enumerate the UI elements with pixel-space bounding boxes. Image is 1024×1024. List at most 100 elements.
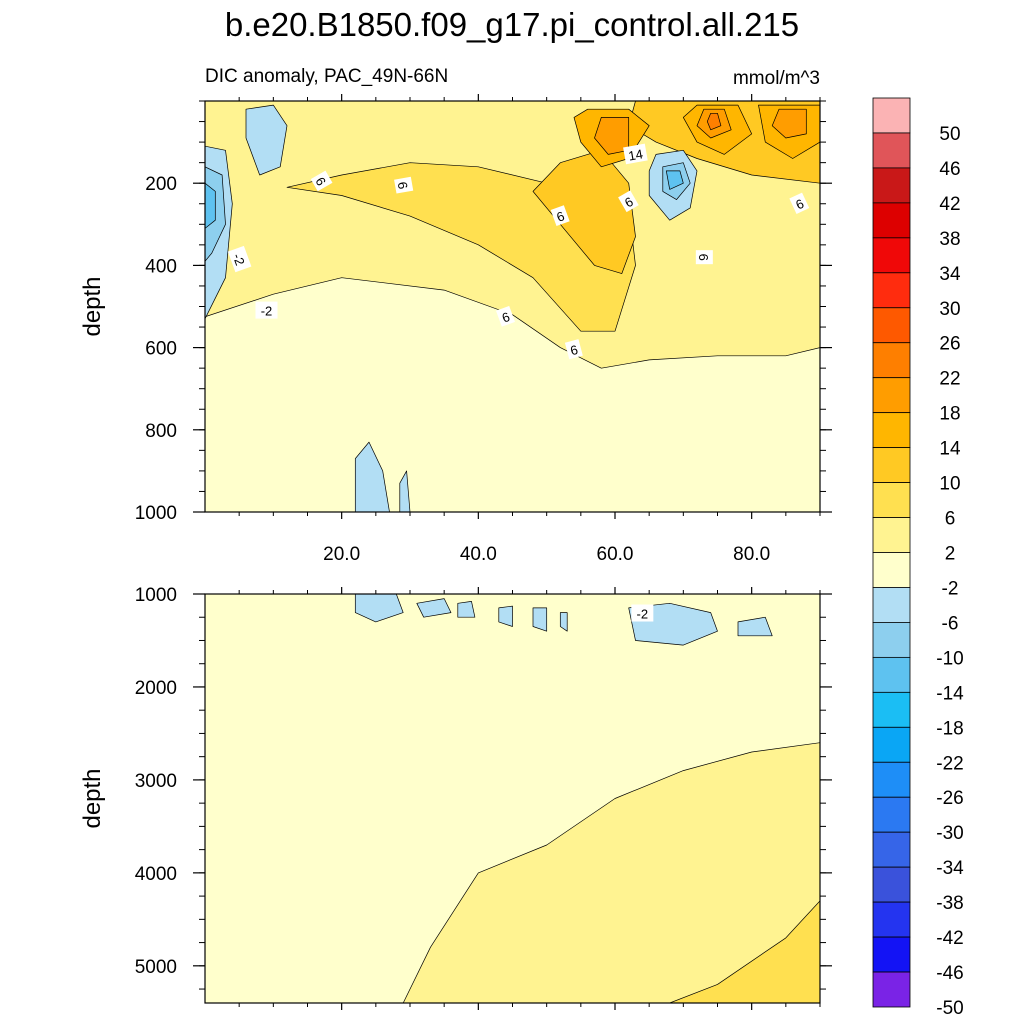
colorbar-label: -18 — [936, 718, 963, 739]
contour-label: -2 — [631, 604, 654, 622]
contour-region — [532, 149, 636, 274]
colorbar-swatch — [872, 272, 911, 309]
svg-text:6: 6 — [500, 309, 512, 326]
colorbar-swatch — [872, 866, 911, 903]
colorbar-swatch — [872, 97, 911, 134]
x-tick-label: 40.0 — [460, 544, 497, 565]
contour-label: -2 — [255, 301, 278, 319]
y-tick-label: 800 — [145, 421, 177, 442]
contour-region — [706, 112, 722, 131]
contour-label: -2 — [227, 245, 252, 273]
colorbar-label: 22 — [939, 369, 960, 390]
colorbar-swatch — [872, 587, 911, 623]
contour-region — [559, 612, 568, 632]
colorbar-label: 42 — [939, 194, 960, 215]
contour-region — [354, 441, 390, 512]
contour-region — [457, 601, 476, 618]
contour-region — [354, 594, 404, 623]
colorbar-swatch — [872, 412, 911, 449]
contour-region — [205, 182, 216, 229]
colorbar-swatch — [872, 971, 911, 1008]
y-tick-label: 400 — [145, 256, 177, 277]
y-tick-label: 200 — [145, 174, 177, 195]
chart-subtitle: DIC anomaly, PAC_49N-66N — [205, 66, 448, 87]
contour-label: 6 — [695, 250, 713, 265]
y-tick-label: 2000 — [135, 678, 177, 699]
colorbar-swatch — [872, 132, 911, 169]
colorbar-swatch — [872, 761, 911, 798]
contour-label: 6 — [394, 176, 414, 194]
x-tick-label: 80.0 — [733, 544, 770, 565]
colorbar-label: 6 — [945, 509, 956, 530]
contour-region — [399, 470, 411, 512]
colorbar-label: -46 — [936, 963, 963, 984]
colorbar-label: 34 — [939, 264, 961, 285]
colorbar-label: -42 — [936, 928, 963, 949]
colorbar-label: -22 — [936, 753, 963, 774]
colorbar-label: 10 — [939, 474, 960, 495]
colorbar-swatch — [872, 377, 911, 414]
colorbar-label: -50 — [936, 998, 963, 1019]
colorbar-swatch — [872, 831, 911, 868]
colorbar-label: -30 — [936, 823, 963, 844]
colorbar-label: -34 — [936, 858, 964, 879]
colorbar-swatch — [872, 656, 911, 693]
colorbar-swatch — [872, 202, 911, 239]
lower-panel: -2 1000 2000 3000 4000 5000 depth — [79, 585, 832, 1010]
contour-region — [594, 117, 630, 155]
contour-label: 14 — [623, 143, 648, 165]
colorbar-swatch — [872, 622, 911, 658]
colorbar-swatch — [872, 307, 911, 344]
colorbar-swatch — [872, 342, 911, 379]
colorbar-swatch — [872, 517, 911, 553]
colorbar-label: 30 — [939, 299, 960, 320]
colorbar-swatch — [872, 901, 911, 938]
y-axis-label: depth — [79, 276, 106, 336]
y-tick-label: 1000 — [135, 503, 177, 524]
colorbar-swatch — [872, 796, 911, 833]
svg-text:-2: -2 — [261, 304, 273, 319]
colorbar-swatch — [872, 482, 911, 518]
contour-region — [416, 598, 452, 618]
contour-region — [245, 104, 288, 176]
x-tick-label: 20.0 — [323, 544, 360, 565]
colorbar-label: -38 — [936, 893, 963, 914]
colorbar-label: -14 — [936, 683, 964, 704]
contour-label: 6 — [550, 205, 570, 226]
y-tick-label: 600 — [145, 339, 177, 360]
svg-text:-2: -2 — [637, 607, 649, 622]
colorbar-swatch — [872, 237, 911, 274]
colorbar-label: 50 — [939, 124, 960, 145]
contour-region — [402, 742, 820, 1003]
contour-label: 6 — [789, 192, 810, 214]
colorbar-label: -10 — [936, 648, 963, 669]
colorbar-swatch — [872, 552, 911, 588]
contour-label: 6 — [310, 170, 333, 192]
contour-region — [665, 170, 684, 190]
svg-text:6: 6 — [395, 180, 411, 190]
contour-region — [669, 900, 820, 1003]
colorbar: 50 46 42 38 34 30 26 22 18 14 10 6 2 -2 -6 -10 -14 -18 -22… — [872, 97, 964, 1019]
svg-text:14: 14 — [627, 146, 644, 163]
contour-label: 6 — [564, 339, 583, 360]
colorbar-label: -26 — [936, 788, 963, 809]
colorbar-label: -2 — [942, 578, 959, 599]
chart-title: b.e20.B1850.f09_g17.pi_control.all.215 — [225, 6, 799, 43]
colorbar-swatch — [872, 726, 911, 763]
y-axis-label: depth — [79, 768, 106, 828]
y-tick-label: 1000 — [135, 585, 177, 606]
colorbar-label: -6 — [942, 613, 959, 634]
contour-region — [771, 108, 807, 139]
contour-region — [737, 616, 773, 637]
contour-label: 6 — [618, 190, 639, 213]
contour-label: 6 — [496, 305, 515, 327]
x-tick-label: 60.0 — [597, 544, 634, 565]
colorbar-label: 14 — [939, 439, 961, 460]
colorbar-swatch — [872, 936, 911, 973]
svg-text:6: 6 — [555, 208, 567, 225]
colorbar-swatch — [872, 447, 911, 483]
colorbar-swatch — [872, 167, 911, 204]
upper-panel: 14 6 6 6 6 6 6 6 6 -2 -2 20.0 40.0 60.0 80.0 200 400 600 8… — [79, 94, 832, 565]
colorbar-label: 26 — [939, 334, 960, 355]
